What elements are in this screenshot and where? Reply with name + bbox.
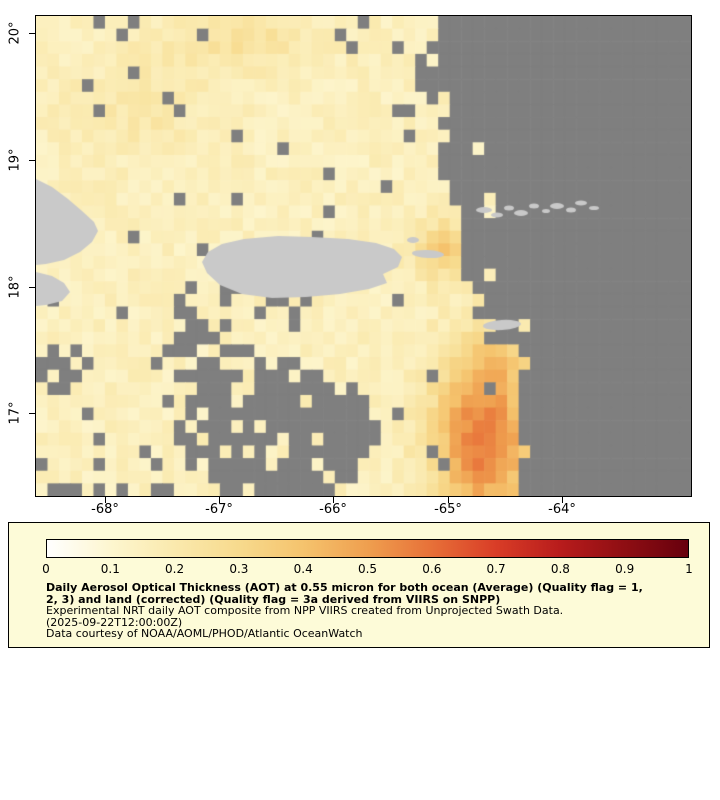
lon-tick-label: -67° xyxy=(205,502,233,517)
colorbar-tick-labels: 0 0.1 0.2 0.3 0.4 0.5 0.6 0.7 0.8 0.9 1 xyxy=(42,562,693,577)
colorbar-tick-label: 0 xyxy=(42,562,50,576)
colorbar-tick-label: 0.3 xyxy=(229,562,249,576)
map-plot xyxy=(35,15,692,497)
colorbar-tick-label: 0.2 xyxy=(165,562,185,576)
colorbar-tick-label: 0.5 xyxy=(357,562,378,576)
legend-timestamp: (2025-09-22T12:00:00Z) xyxy=(46,615,183,629)
colorbar-tick-label: 0.7 xyxy=(486,562,506,576)
lon-tick-label: -65° xyxy=(434,502,462,517)
legend-title-line-2: 2, 3) and land (corrected) (Quality flag… xyxy=(46,592,501,606)
colorbar-tick-label: 0.1 xyxy=(100,562,120,576)
colorbar-tick-label: 0.8 xyxy=(550,562,570,576)
lat-tick-label: 17° xyxy=(7,401,23,425)
lon-tick-mark xyxy=(219,497,220,503)
colorbar-tick-label: 1 xyxy=(685,562,693,576)
lat-tick-label: 20° xyxy=(7,21,23,45)
aot-raster-canvas xyxy=(36,16,691,496)
legend-credit: Data courtesy of NOAA/AOML/PHOD/Atlantic… xyxy=(46,627,363,641)
colorbar-tick-label: 0.9 xyxy=(615,562,635,576)
lon-tick-label: -64° xyxy=(548,502,576,517)
lon-tick-mark xyxy=(105,497,106,503)
legend-box: 0 0.1 0.2 0.3 0.4 0.5 0.6 0.7 0.8 0.9 1 Daily Aero… xyxy=(8,522,710,648)
colorbar-tick-label: 0.4 xyxy=(293,562,313,576)
lon-tick-mark xyxy=(562,497,563,503)
colorbar-tick-label: 0.6 xyxy=(422,562,442,576)
legend-title-line-1: Daily Aerosol Optical Thickness (AOT) at… xyxy=(46,581,643,594)
lon-tick-mark xyxy=(333,497,334,503)
lat-tick-label: 18° xyxy=(7,275,23,299)
legend-subtitle-line: Experimental NRT daily AOT composite fro… xyxy=(46,604,564,618)
colorbar-gradient xyxy=(46,539,689,558)
lon-tick-label: -66° xyxy=(319,502,347,517)
lon-tick-mark xyxy=(448,497,449,503)
lat-tick-label: 19° xyxy=(7,148,23,172)
legend-text-block: Daily Aerosol Optical Thickness (AOT) at… xyxy=(46,582,699,640)
lon-tick-label: -68° xyxy=(91,502,119,517)
